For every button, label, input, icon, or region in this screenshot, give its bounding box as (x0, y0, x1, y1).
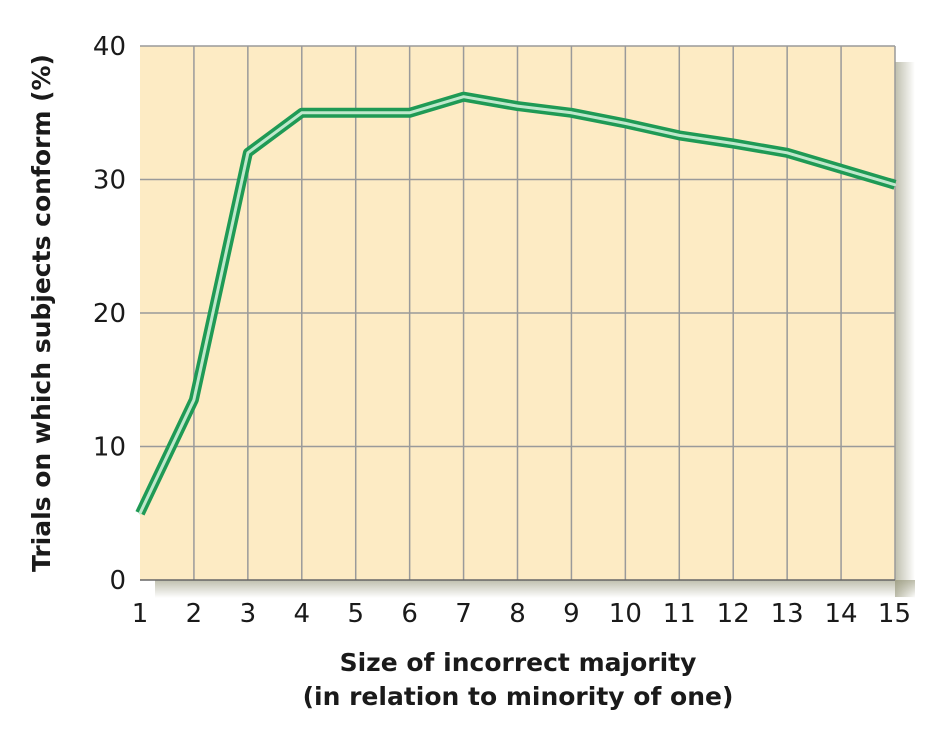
data-point (138, 512, 142, 515)
y-tick-label: 10 (93, 433, 126, 463)
x-tick-label: 13 (771, 599, 804, 629)
plot-shadow (155, 62, 915, 598)
data-point (300, 111, 303, 114)
x-tick-label: 4 (294, 599, 311, 629)
grid-lines (140, 45, 896, 581)
x-tick-label: 8 (509, 599, 526, 629)
x-tick-label: 1 (132, 599, 149, 629)
data-point (354, 111, 357, 114)
x-tick-label: 2 (186, 599, 203, 629)
x-axis-title-line1: Size of incorrect majority (340, 648, 697, 677)
x-tick-label: 5 (347, 599, 364, 629)
y-tick-label: 30 (93, 166, 126, 196)
x-tick-label: 10 (609, 599, 642, 629)
series-conformity (135, 91, 897, 516)
y-tick-label: 40 (93, 32, 126, 62)
x-tick-label: 3 (240, 599, 257, 629)
data-point (408, 111, 411, 114)
y-tick-labels: 0 10 20 30 40 (93, 32, 126, 596)
x-tick-label: 12 (717, 599, 750, 629)
data-point (839, 167, 843, 171)
data-point (462, 95, 465, 98)
x-tick-label: 15 (878, 599, 911, 629)
data-point (624, 122, 627, 125)
data-point (192, 398, 196, 401)
y-tick-label: 0 (109, 566, 126, 596)
data-point (893, 183, 897, 187)
x-tick-labels: 1 2 3 4 5 6 7 8 9 10 11 12 13 14 15 (132, 599, 911, 629)
data-point (246, 151, 250, 154)
data-point (570, 111, 573, 114)
data-point (678, 134, 681, 137)
x-tick-label: 6 (401, 599, 418, 629)
x-tick-label: 11 (663, 599, 696, 629)
data-point (516, 104, 519, 108)
x-axis-title-line2: (in relation to minority of one) (303, 682, 734, 711)
data-point (785, 151, 789, 154)
x-tick-label: 7 (455, 599, 472, 629)
y-axis-title: Trials on which subjects conform (%) (27, 54, 56, 572)
y-tick-label: 20 (93, 299, 126, 329)
x-tick-label: 14 (825, 599, 858, 629)
data-point (732, 142, 735, 145)
x-tick-label: 9 (563, 599, 580, 629)
